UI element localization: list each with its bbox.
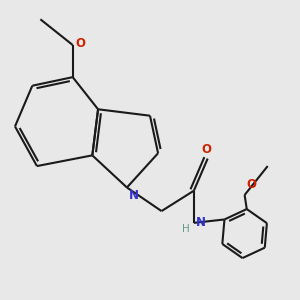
Text: N: N [196, 216, 206, 230]
Text: N: N [129, 189, 139, 202]
Text: O: O [201, 142, 211, 156]
Text: O: O [246, 178, 256, 191]
Text: H: H [182, 224, 190, 235]
Text: O: O [75, 37, 85, 50]
